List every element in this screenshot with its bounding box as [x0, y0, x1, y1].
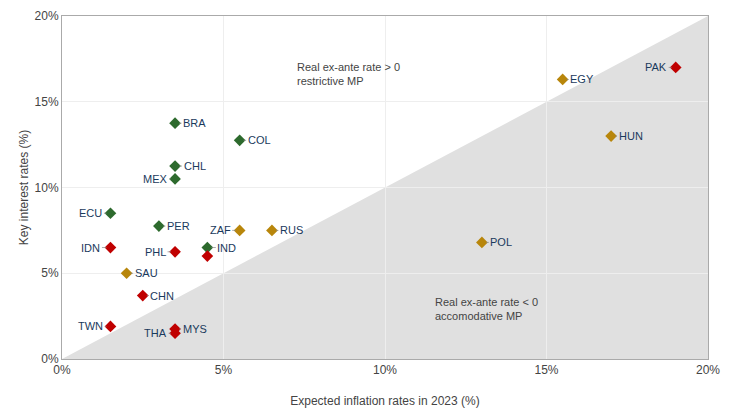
svg-text:MEX: MEX: [143, 173, 168, 185]
svg-text:Expected inflation rates in 20: Expected inflation rates in 2023 (%): [290, 394, 479, 408]
svg-text:Real ex-ante rate > 0restricti: Real ex-ante rate > 0restrictive MP: [297, 61, 400, 87]
svg-text:Real ex-ante rate < 0accomodat: Real ex-ante rate < 0accomodative MP: [435, 296, 538, 322]
svg-text:20%: 20%: [696, 363, 720, 377]
svg-text:PHL: PHL: [145, 246, 166, 258]
svg-text:PAK: PAK: [645, 61, 667, 73]
svg-text:RUS: RUS: [280, 224, 303, 236]
svg-text:COL: COL: [248, 134, 271, 146]
svg-text:5%: 5%: [41, 266, 59, 280]
svg-text:15%: 15%: [35, 95, 59, 109]
svg-text:HUN: HUN: [619, 130, 643, 142]
svg-text:PER: PER: [167, 220, 190, 232]
svg-text:THA: THA: [144, 327, 167, 339]
svg-text:TWN: TWN: [78, 320, 103, 332]
svg-text:0%: 0%: [41, 352, 59, 366]
svg-text:MYS: MYS: [183, 323, 207, 335]
svg-text:SAU: SAU: [135, 267, 158, 279]
svg-text:20%: 20%: [35, 9, 59, 23]
svg-text:POL: POL: [490, 236, 512, 248]
svg-text:15%: 15%: [534, 363, 558, 377]
svg-text:EGY: EGY: [570, 73, 594, 85]
svg-text:Key interest rates (%): Key interest rates (%): [17, 130, 31, 245]
svg-text:IND: IND: [217, 242, 236, 254]
svg-text:ZAF: ZAF: [210, 224, 231, 236]
svg-text:0%: 0%: [53, 363, 71, 377]
svg-text:IDN: IDN: [81, 242, 100, 254]
svg-text:5%: 5%: [215, 363, 233, 377]
svg-text:10%: 10%: [373, 363, 397, 377]
svg-text:CHN: CHN: [150, 290, 174, 302]
svg-text:10%: 10%: [35, 181, 59, 195]
svg-text:ECU: ECU: [79, 207, 102, 219]
svg-text:BRA: BRA: [183, 117, 206, 129]
svg-text:CHL: CHL: [184, 160, 206, 172]
